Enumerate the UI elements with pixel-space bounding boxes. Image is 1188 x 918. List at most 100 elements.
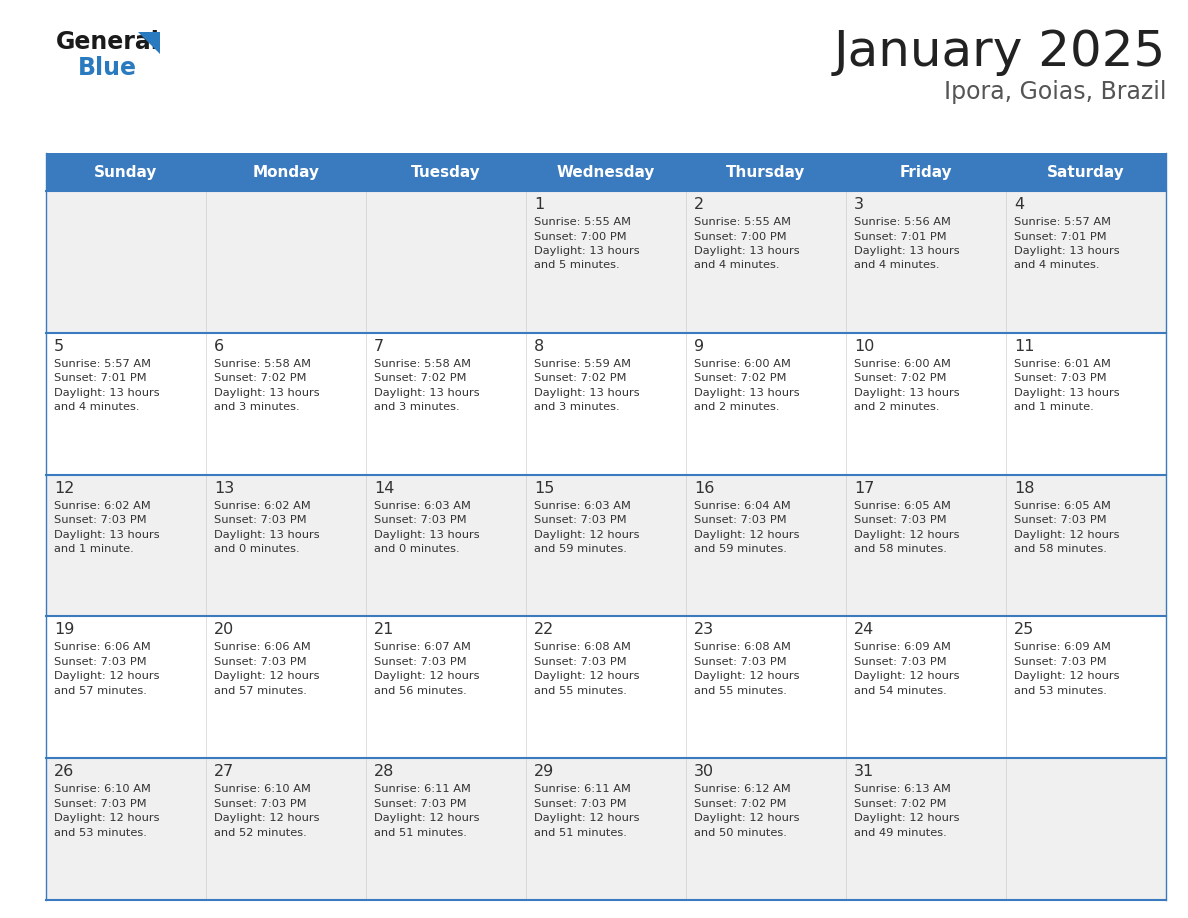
Text: Sunrise: 6:06 AM: Sunrise: 6:06 AM: [214, 643, 311, 653]
Text: and 51 minutes.: and 51 minutes.: [533, 828, 627, 838]
Polygon shape: [138, 32, 160, 54]
Text: 20: 20: [214, 622, 234, 637]
Text: Sunrise: 6:08 AM: Sunrise: 6:08 AM: [694, 643, 791, 653]
Text: Daylight: 13 hours: Daylight: 13 hours: [533, 387, 639, 397]
Text: Saturday: Saturday: [1047, 164, 1125, 180]
Text: Daylight: 12 hours: Daylight: 12 hours: [53, 671, 159, 681]
Text: Daylight: 12 hours: Daylight: 12 hours: [533, 530, 639, 540]
Text: January 2025: January 2025: [834, 28, 1165, 76]
Text: 12: 12: [53, 481, 75, 496]
Text: Sunrise: 6:11 AM: Sunrise: 6:11 AM: [374, 784, 470, 794]
Text: Blue: Blue: [78, 56, 137, 80]
Text: Daylight: 13 hours: Daylight: 13 hours: [214, 387, 320, 397]
Text: Sunset: 7:00 PM: Sunset: 7:00 PM: [694, 231, 786, 241]
Text: 7: 7: [374, 339, 384, 353]
Text: Sunrise: 6:02 AM: Sunrise: 6:02 AM: [214, 500, 311, 510]
Text: and 53 minutes.: and 53 minutes.: [1015, 686, 1107, 696]
Text: Sunset: 7:02 PM: Sunset: 7:02 PM: [694, 799, 786, 809]
Text: 3: 3: [854, 197, 864, 212]
Text: and 4 minutes.: and 4 minutes.: [1015, 261, 1100, 271]
Text: Sunrise: 6:09 AM: Sunrise: 6:09 AM: [854, 643, 950, 653]
Text: Sunrise: 6:04 AM: Sunrise: 6:04 AM: [694, 500, 791, 510]
Text: and 59 minutes.: and 59 minutes.: [533, 544, 627, 554]
Text: 18: 18: [1015, 481, 1035, 496]
Text: and 52 minutes.: and 52 minutes.: [214, 828, 307, 838]
Text: Sunset: 7:03 PM: Sunset: 7:03 PM: [374, 799, 467, 809]
Text: Sunset: 7:03 PM: Sunset: 7:03 PM: [53, 799, 146, 809]
Text: Daylight: 13 hours: Daylight: 13 hours: [374, 387, 480, 397]
Text: 22: 22: [533, 622, 555, 637]
Text: Sunrise: 6:08 AM: Sunrise: 6:08 AM: [533, 643, 631, 653]
Text: and 49 minutes.: and 49 minutes.: [854, 828, 947, 838]
Text: and 57 minutes.: and 57 minutes.: [53, 686, 147, 696]
Text: Sunrise: 6:00 AM: Sunrise: 6:00 AM: [854, 359, 950, 369]
Text: Daylight: 12 hours: Daylight: 12 hours: [1015, 530, 1119, 540]
Text: 2: 2: [694, 197, 704, 212]
Text: Sunset: 7:02 PM: Sunset: 7:02 PM: [694, 374, 786, 384]
Text: 16: 16: [694, 481, 714, 496]
Text: Sunrise: 6:09 AM: Sunrise: 6:09 AM: [1015, 643, 1111, 653]
Text: Sunset: 7:02 PM: Sunset: 7:02 PM: [214, 374, 307, 384]
Text: Sunrise: 6:10 AM: Sunrise: 6:10 AM: [53, 784, 151, 794]
Text: and 1 minute.: and 1 minute.: [53, 544, 134, 554]
Text: and 3 minutes.: and 3 minutes.: [533, 402, 620, 412]
Text: and 4 minutes.: and 4 minutes.: [53, 402, 139, 412]
Text: Sunrise: 5:55 AM: Sunrise: 5:55 AM: [694, 217, 791, 227]
Text: Sunrise: 6:11 AM: Sunrise: 6:11 AM: [533, 784, 631, 794]
Text: and 55 minutes.: and 55 minutes.: [694, 686, 786, 696]
Text: and 2 minutes.: and 2 minutes.: [854, 402, 940, 412]
Text: Sunset: 7:00 PM: Sunset: 7:00 PM: [533, 231, 626, 241]
Text: and 0 minutes.: and 0 minutes.: [214, 544, 299, 554]
Text: 1: 1: [533, 197, 544, 212]
Text: 14: 14: [374, 481, 394, 496]
Text: Sunset: 7:02 PM: Sunset: 7:02 PM: [854, 374, 947, 384]
Text: and 4 minutes.: and 4 minutes.: [694, 261, 779, 271]
Text: Sunset: 7:03 PM: Sunset: 7:03 PM: [1015, 515, 1107, 525]
Text: Sunset: 7:03 PM: Sunset: 7:03 PM: [854, 657, 947, 666]
Text: Sunset: 7:03 PM: Sunset: 7:03 PM: [1015, 657, 1107, 666]
Text: Sunset: 7:03 PM: Sunset: 7:03 PM: [214, 799, 307, 809]
Text: Sunrise: 6:03 AM: Sunrise: 6:03 AM: [533, 500, 631, 510]
Text: Daylight: 12 hours: Daylight: 12 hours: [374, 813, 480, 823]
Text: Daylight: 13 hours: Daylight: 13 hours: [1015, 387, 1119, 397]
Text: Sunset: 7:02 PM: Sunset: 7:02 PM: [854, 799, 947, 809]
Text: Sunrise: 6:00 AM: Sunrise: 6:00 AM: [694, 359, 791, 369]
Text: Daylight: 12 hours: Daylight: 12 hours: [214, 671, 320, 681]
Text: Sunrise: 6:03 AM: Sunrise: 6:03 AM: [374, 500, 470, 510]
Text: and 2 minutes.: and 2 minutes.: [694, 402, 779, 412]
Text: Sunrise: 5:57 AM: Sunrise: 5:57 AM: [1015, 217, 1111, 227]
Text: Daylight: 12 hours: Daylight: 12 hours: [854, 530, 960, 540]
Text: 4: 4: [1015, 197, 1024, 212]
Text: Sunrise: 6:05 AM: Sunrise: 6:05 AM: [854, 500, 950, 510]
Text: Sunrise: 5:55 AM: Sunrise: 5:55 AM: [533, 217, 631, 227]
Text: Daylight: 12 hours: Daylight: 12 hours: [374, 671, 480, 681]
Text: 15: 15: [533, 481, 555, 496]
Text: Sunday: Sunday: [94, 164, 158, 180]
Text: and 53 minutes.: and 53 minutes.: [53, 828, 147, 838]
Text: 25: 25: [1015, 622, 1035, 637]
Text: Daylight: 12 hours: Daylight: 12 hours: [53, 813, 159, 823]
Text: Daylight: 13 hours: Daylight: 13 hours: [854, 387, 960, 397]
Text: 17: 17: [854, 481, 874, 496]
Text: Ipora, Goias, Brazil: Ipora, Goias, Brazil: [943, 80, 1165, 104]
Text: Daylight: 12 hours: Daylight: 12 hours: [854, 813, 960, 823]
Text: and 3 minutes.: and 3 minutes.: [374, 402, 460, 412]
Text: Daylight: 12 hours: Daylight: 12 hours: [694, 530, 800, 540]
Text: Sunset: 7:03 PM: Sunset: 7:03 PM: [374, 515, 467, 525]
Text: 9: 9: [694, 339, 704, 353]
Bar: [46, 153, 206, 191]
Text: and 58 minutes.: and 58 minutes.: [1015, 544, 1107, 554]
Text: Daylight: 12 hours: Daylight: 12 hours: [533, 813, 639, 823]
Text: 6: 6: [214, 339, 225, 353]
Text: and 3 minutes.: and 3 minutes.: [214, 402, 299, 412]
Text: Sunrise: 6:06 AM: Sunrise: 6:06 AM: [53, 643, 151, 653]
Text: 11: 11: [1015, 339, 1035, 353]
Text: and 51 minutes.: and 51 minutes.: [374, 828, 467, 838]
Text: Sunrise: 6:13 AM: Sunrise: 6:13 AM: [854, 784, 950, 794]
Text: Sunset: 7:02 PM: Sunset: 7:02 PM: [374, 374, 467, 384]
Text: Sunset: 7:03 PM: Sunset: 7:03 PM: [694, 657, 786, 666]
Text: Sunrise: 5:58 AM: Sunrise: 5:58 AM: [214, 359, 311, 369]
Text: Sunset: 7:03 PM: Sunset: 7:03 PM: [214, 657, 307, 666]
Text: 23: 23: [694, 622, 714, 637]
Text: Sunset: 7:03 PM: Sunset: 7:03 PM: [533, 657, 626, 666]
